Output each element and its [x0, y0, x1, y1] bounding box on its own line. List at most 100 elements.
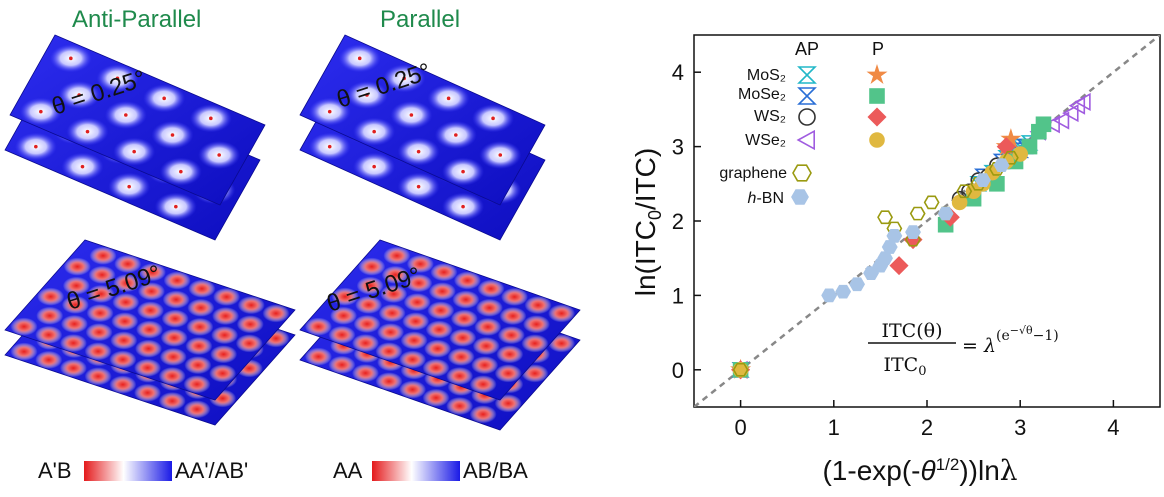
moire-spot — [471, 356, 499, 375]
legend-marker — [867, 107, 887, 127]
moire-spot — [114, 254, 142, 273]
moire-spot — [185, 337, 213, 356]
data-point — [886, 229, 903, 243]
moire-spot — [85, 323, 113, 342]
data-point — [877, 210, 893, 225]
legend: AP P MoS₂ MoSe₂ WS₂ WSe₂ graphene h-BN — [719, 39, 888, 207]
moire-spot — [494, 364, 522, 383]
moire-spot — [446, 397, 474, 416]
moire-spot — [355, 295, 383, 314]
moire-spot — [86, 304, 114, 323]
moire-spot — [235, 334, 263, 353]
data-point — [1035, 116, 1052, 133]
moire-spot — [331, 287, 359, 306]
legend-label-hbn: h-BN — [748, 190, 784, 207]
moire-spot-core — [170, 133, 175, 137]
moire-spot — [237, 296, 265, 315]
moire-spot — [496, 345, 524, 364]
moire-spot-core — [162, 96, 166, 101]
moire-spot — [134, 383, 162, 402]
moire-panel: Anti-Parallel Parallel θ = 0.25° θ = 0.2… — [4, 6, 581, 483]
moire-spot — [304, 347, 332, 366]
moire-spot-core — [327, 109, 332, 114]
moire-spot — [402, 312, 430, 331]
parallel-header: Parallel — [380, 6, 460, 33]
data-point — [974, 173, 991, 187]
moire-spot — [59, 359, 87, 378]
moire-spot — [160, 328, 188, 347]
moire-sheets — [4, 34, 581, 431]
legend-marker — [792, 164, 812, 182]
data-point — [923, 195, 940, 210]
moire-spot — [524, 296, 552, 315]
moire-spot — [209, 364, 237, 383]
x-tick-label: 2 — [921, 415, 933, 440]
moire-spot-core — [77, 93, 81, 97]
moire-spot — [35, 325, 63, 344]
y-tick-label: 2 — [672, 209, 684, 234]
moire-spot — [403, 293, 431, 312]
moire-spot — [137, 282, 165, 301]
moire-spot — [452, 290, 480, 309]
moire-spot-core — [115, 76, 120, 81]
colorbar-p-right-label: AB/BA — [463, 458, 528, 483]
moire-spot-core — [446, 96, 451, 101]
sheet-ap-large-top — [4, 239, 296, 401]
moire-spot — [501, 287, 529, 306]
moire-spot-core — [372, 129, 376, 134]
moire-spot — [351, 334, 379, 353]
legend-marker — [798, 108, 816, 126]
moire-spot — [399, 380, 427, 399]
moire-spot — [159, 347, 187, 366]
legend-marker — [796, 129, 816, 151]
moire-spot — [375, 342, 403, 361]
moire-spot-core — [498, 153, 503, 157]
data-point — [1043, 115, 1060, 134]
moire-spot — [328, 325, 356, 344]
colorbar-ap-right-label: AA'/AB' — [175, 458, 248, 483]
colorbar-anti-parallel: A'B AA'/AB' — [38, 458, 248, 483]
data-point — [1052, 111, 1070, 130]
moire-spot-core — [416, 149, 421, 154]
moire-spot — [353, 314, 381, 333]
moire-spot — [88, 265, 116, 284]
moire-spot-core — [124, 113, 128, 117]
y-tick-label: 0 — [672, 358, 684, 383]
data-point — [905, 225, 921, 240]
x-tick-label: 4 — [1107, 415, 1119, 440]
moire-spot — [430, 263, 458, 282]
moire-spot — [469, 405, 497, 424]
moire-spot — [469, 375, 497, 394]
x-tick-label: 0 — [734, 415, 746, 440]
moire-spot-core — [327, 144, 332, 149]
data-point — [1074, 92, 1091, 112]
moire-spot — [358, 257, 386, 276]
legend-label-mos2: MoS₂ — [747, 67, 786, 84]
data-point — [849, 277, 866, 292]
moire-spot — [62, 276, 90, 295]
moire-spot — [497, 326, 525, 345]
moire-spot — [475, 298, 503, 317]
moire-spot-core — [409, 113, 414, 117]
colorbar-parallel: AA AB/BA — [333, 458, 528, 483]
moire-spot — [184, 356, 212, 375]
axis-ticks: 0 1 2 3 4 0 1 2 3 4 — [672, 60, 1120, 440]
moire-spot — [113, 274, 141, 293]
moire-spot — [406, 254, 434, 273]
moire-spot — [377, 323, 405, 342]
moire-spot — [425, 320, 453, 339]
moire-spot — [61, 295, 89, 314]
moire-spot-core — [127, 184, 131, 189]
legend-markers — [791, 63, 888, 205]
sheet-p-small-top — [299, 34, 546, 206]
data-point — [835, 284, 852, 299]
moire-spot — [87, 284, 115, 303]
moire-spot — [424, 339, 452, 358]
moire-spot-core — [34, 144, 38, 149]
data-points — [730, 92, 1091, 380]
legend-marker — [797, 87, 817, 105]
moire-spot — [158, 392, 186, 411]
moire-spot — [36, 306, 64, 325]
moire-spot-core — [365, 93, 369, 97]
equation-rhs: = λ(e−√θ−1) — [962, 324, 1059, 357]
